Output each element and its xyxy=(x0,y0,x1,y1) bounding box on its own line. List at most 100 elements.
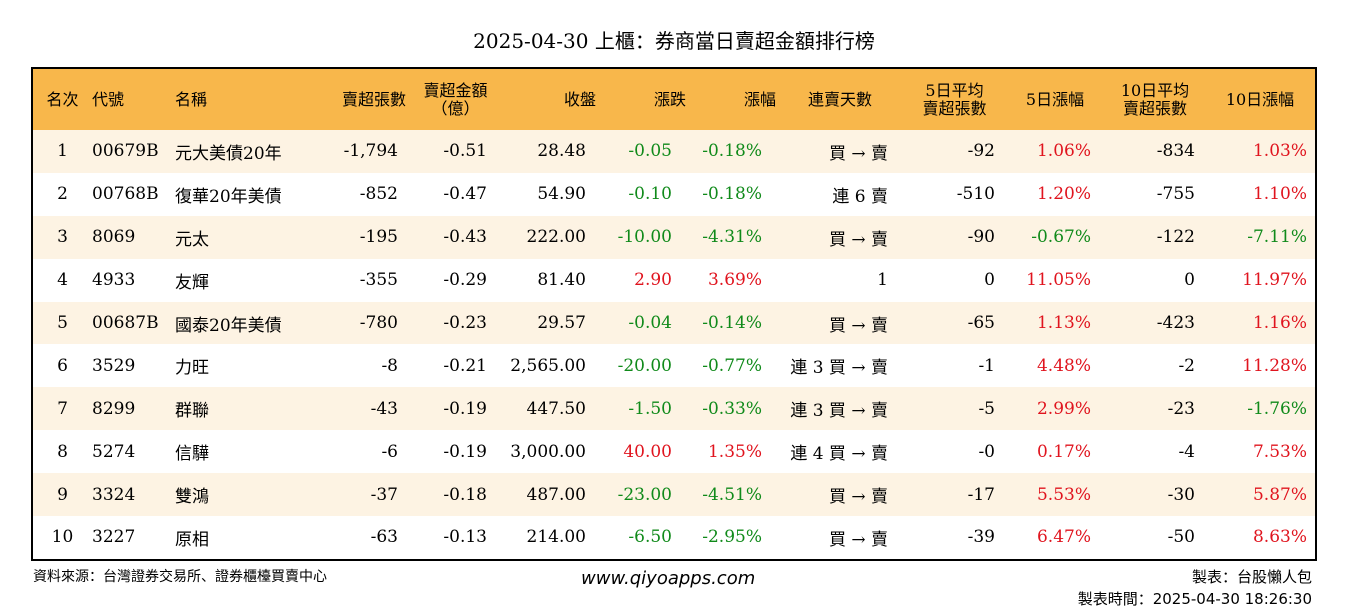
cell-pct: -4.51% xyxy=(686,473,776,517)
header-sell-amount-line2: （億） xyxy=(431,98,480,118)
cell-avg5: -90 xyxy=(904,215,1005,259)
cell-avg5: -17 xyxy=(904,473,1005,517)
header-code: 代號 xyxy=(92,68,175,130)
cell-streak: 買 → 賣 xyxy=(776,516,904,560)
maker-label: 製表：台股懶人包 xyxy=(1191,568,1312,586)
cell-avg10: -834 xyxy=(1105,130,1205,173)
cell-close: 3,000.00 xyxy=(505,430,596,474)
header-avg10: 10日平均 賣超張數 xyxy=(1105,68,1205,130)
cell-change: -0.05 xyxy=(596,130,686,173)
cell-sell-volume: -63 xyxy=(304,516,406,560)
cell-sell-amount: -0.23 xyxy=(406,301,505,345)
cell-sell-volume: -195 xyxy=(304,215,406,259)
cell-pct: 1.35% xyxy=(686,430,776,474)
header-pct: 漲幅 xyxy=(686,68,776,130)
cell-name: 信驊 xyxy=(175,430,304,474)
cell-code: 5274 xyxy=(92,430,175,474)
cell-pct5: 4.48% xyxy=(1005,344,1105,388)
cell-sell-amount: -0.43 xyxy=(406,215,505,259)
cell-avg10: -122 xyxy=(1105,215,1205,259)
cell-close: 81.40 xyxy=(505,258,596,302)
cell-change: 40.00 xyxy=(596,430,686,474)
header-avg5: 5日平均 賣超張數 xyxy=(904,68,1005,130)
cell-sell-amount: -0.21 xyxy=(406,344,505,388)
cell-pct10: 1.10% xyxy=(1205,172,1316,216)
cell-name: 元太 xyxy=(175,215,304,259)
cell-pct5: 11.05% xyxy=(1005,258,1105,302)
cell-sell-volume: -780 xyxy=(304,301,406,345)
cell-change: -10.00 xyxy=(596,215,686,259)
cell-pct10: 1.16% xyxy=(1205,301,1316,345)
website-link[interactable]: www.qiyoapps.com xyxy=(581,568,756,589)
cell-name: 原相 xyxy=(175,516,304,560)
cell-change: -0.10 xyxy=(596,172,686,216)
cell-pct10: -1.76% xyxy=(1205,387,1316,431)
cell-name: 復華20年美債 xyxy=(175,172,304,216)
cell-sell-volume: -1,794 xyxy=(304,130,406,173)
cell-pct5: 1.06% xyxy=(1005,130,1105,173)
cell-close: 28.48 xyxy=(505,130,596,173)
cell-streak: 連 4 買 → 賣 xyxy=(776,430,904,474)
cell-name: 雙鴻 xyxy=(175,473,304,517)
cell-code: 00768B xyxy=(92,172,175,216)
cell-sell-amount: -0.19 xyxy=(406,387,505,431)
cell-rank: 7 xyxy=(32,387,92,431)
cell-sell-amount: -0.18 xyxy=(406,473,505,517)
cell-code: 8069 xyxy=(92,215,175,259)
cell-avg5: -1 xyxy=(904,344,1005,388)
table-row: 3 8069 元太 -195 -0.43 222.00 -10.00 -4.31% 買 → 賣-… xyxy=(32,215,1316,259)
cell-streak: 連 6 賣 xyxy=(776,172,904,216)
cell-rank: 2 xyxy=(32,172,92,216)
header-pct10: 10日漲幅 xyxy=(1205,68,1316,130)
cell-avg10: -30 xyxy=(1105,473,1205,517)
cell-avg5: -39 xyxy=(904,516,1005,560)
cell-pct10: 5.87% xyxy=(1205,473,1316,517)
cell-sell-volume: -8 xyxy=(304,344,406,388)
cell-rank: 1 xyxy=(32,130,92,173)
cell-pct: -2.95% xyxy=(686,516,776,560)
page-title: 2025-04-30 上櫃：券商當日賣超金額排行榜 xyxy=(473,29,875,53)
header-avg10-line2: 賣超張數 xyxy=(1122,98,1187,118)
cell-sell-amount: -0.47 xyxy=(406,172,505,216)
cell-avg10: -423 xyxy=(1105,301,1205,345)
cell-pct5: 1.13% xyxy=(1005,301,1105,345)
cell-sell-volume: -37 xyxy=(304,473,406,517)
cell-code: 00687B xyxy=(92,301,175,345)
table-row: 1 00679B 元大美債20年 -1,794 -0.51 28.48 -0.05 -0.18… xyxy=(32,130,1316,173)
cell-pct: -0.18% xyxy=(686,130,776,173)
table-row: 8 5274 信驊 -6 -0.19 3,000.00 40.00 1.35% 連 4 買 → … xyxy=(32,430,1316,474)
cell-pct: -0.18% xyxy=(686,172,776,216)
cell-sell-volume: -6 xyxy=(304,430,406,474)
cell-close: 222.00 xyxy=(505,215,596,259)
cell-name: 力旺 xyxy=(175,344,304,388)
cell-pct10: 7.53% xyxy=(1205,430,1316,474)
cell-close: 447.50 xyxy=(505,387,596,431)
cell-pct: -0.14% xyxy=(686,301,776,345)
cell-change: -0.04 xyxy=(596,301,686,345)
table-row: 10 3227 原相 -63 -0.13 214.00 -6.50 -2.95% 買 → 賣 -3… xyxy=(32,516,1316,560)
cell-pct5: 6.47% xyxy=(1005,516,1105,560)
cell-pct10: 11.28% xyxy=(1205,344,1316,388)
header-avg5-line2: 賣超張數 xyxy=(922,98,987,118)
table-row: 7 8299 群聯 -43 -0.19 447.50 -1.50 -0.33% 連 3 買 → … xyxy=(32,387,1316,431)
cell-close: 29.57 xyxy=(505,301,596,345)
cell-streak: 買 → 賣 xyxy=(776,130,904,173)
header-pct5: 5日漲幅 xyxy=(1005,68,1105,130)
cell-rank: 3 xyxy=(32,215,92,259)
cell-sell-volume: -43 xyxy=(304,387,406,431)
cell-rank: 5 xyxy=(32,301,92,345)
cell-avg5: -65 xyxy=(904,301,1005,345)
cell-avg5: -92 xyxy=(904,130,1005,173)
cell-pct10: -7.11% xyxy=(1205,215,1316,259)
cell-code: 3227 xyxy=(92,516,175,560)
cell-name: 元大美債20年 xyxy=(175,130,304,173)
header-change: 漲跌 xyxy=(596,68,686,130)
cell-change: -6.50 xyxy=(596,516,686,560)
cell-streak: 買 → 賣 xyxy=(776,215,904,259)
header-rank: 名次 xyxy=(32,68,92,130)
cell-avg5: -510 xyxy=(904,172,1005,216)
cell-rank: 8 xyxy=(32,430,92,474)
cell-sell-volume: -852 xyxy=(304,172,406,216)
cell-streak: 1 xyxy=(776,258,904,302)
cell-change: -23.00 xyxy=(596,473,686,517)
